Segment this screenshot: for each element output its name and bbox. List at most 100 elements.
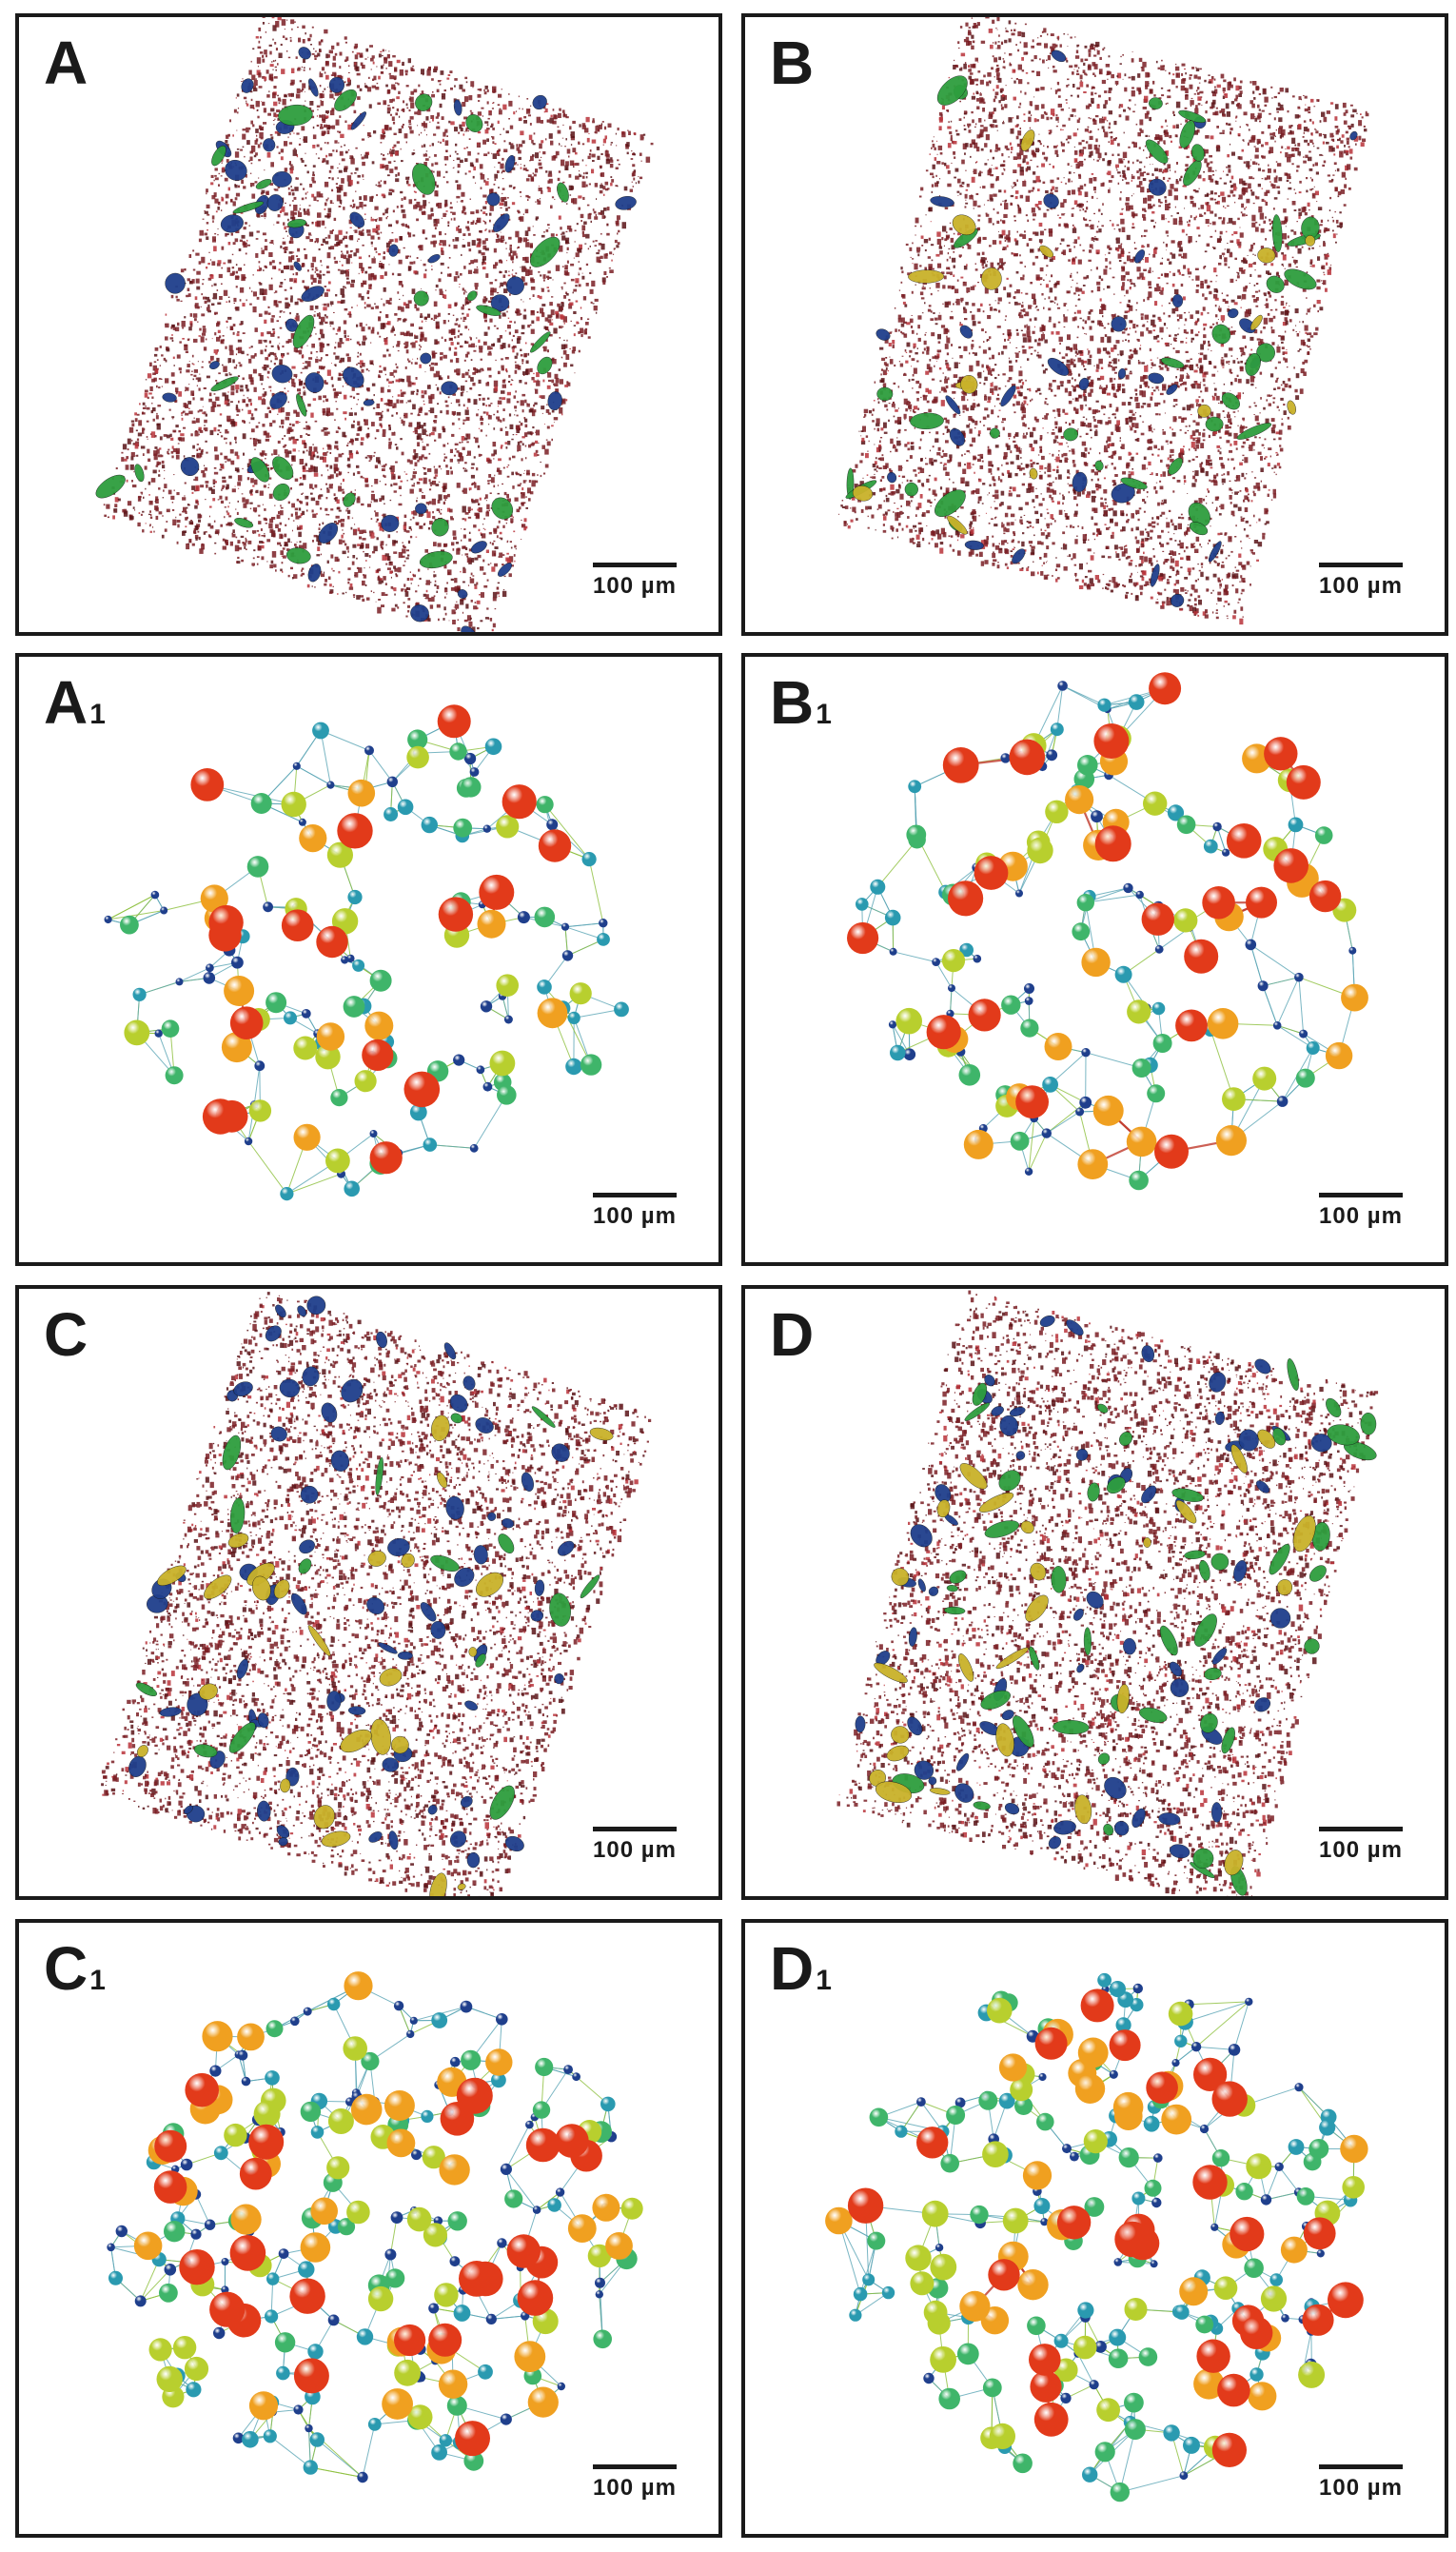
network-node bbox=[190, 2228, 202, 2240]
network-node bbox=[1167, 804, 1185, 821]
network-node bbox=[485, 2313, 497, 2324]
network-node bbox=[298, 2261, 315, 2278]
network-node bbox=[209, 2291, 246, 2327]
network-node bbox=[354, 1070, 377, 1093]
network-node bbox=[409, 1103, 427, 1121]
network-node bbox=[438, 897, 474, 932]
network-node bbox=[407, 729, 428, 750]
network-node bbox=[421, 816, 438, 834]
network-node bbox=[1294, 972, 1304, 982]
network-node bbox=[1144, 2179, 1162, 2197]
network-node bbox=[1124, 2419, 1146, 2441]
network-node bbox=[1129, 1170, 1149, 1191]
network-node bbox=[316, 925, 348, 959]
network-node bbox=[482, 824, 491, 833]
network-node bbox=[347, 779, 376, 807]
network-node bbox=[464, 752, 477, 765]
network-node bbox=[403, 1071, 441, 1108]
network-node bbox=[1010, 1131, 1030, 1151]
network-nodes bbox=[104, 704, 629, 1201]
panel-label-D1: D1 bbox=[770, 1938, 832, 1999]
network-node bbox=[847, 921, 879, 955]
network-node bbox=[537, 979, 552, 995]
network-node bbox=[593, 2329, 612, 2349]
network-node bbox=[1184, 939, 1219, 974]
network-node bbox=[154, 1029, 163, 1038]
network-node bbox=[532, 2101, 551, 2119]
network-node bbox=[982, 2141, 1009, 2167]
network-node bbox=[926, 1015, 961, 1050]
network-node bbox=[988, 2259, 1020, 2291]
network-node bbox=[1152, 1034, 1172, 1053]
network-node bbox=[1260, 2194, 1272, 2206]
network-node bbox=[390, 2211, 403, 2224]
panel-label-D: D bbox=[770, 1304, 816, 1365]
panel-label-B1: B1 bbox=[770, 672, 832, 733]
network-node bbox=[1193, 2368, 1225, 2400]
network-node bbox=[954, 2097, 966, 2108]
network-node bbox=[1295, 1068, 1315, 1088]
network-node bbox=[1024, 997, 1033, 1005]
network-node bbox=[184, 2356, 209, 2382]
network-node bbox=[423, 1138, 438, 1152]
network-node bbox=[108, 2270, 123, 2285]
network-node bbox=[164, 2264, 177, 2276]
network-node bbox=[330, 1089, 348, 1107]
network-node bbox=[250, 793, 272, 814]
network-node bbox=[1009, 739, 1046, 776]
network-node bbox=[409, 2016, 418, 2025]
network-node bbox=[884, 909, 901, 926]
network-node bbox=[1109, 1981, 1126, 1998]
network-node bbox=[1083, 2129, 1108, 2154]
network-node bbox=[906, 824, 927, 845]
network-node bbox=[989, 2423, 1015, 2449]
network-node bbox=[461, 777, 482, 798]
network-node bbox=[537, 998, 568, 1029]
network-render-D1 bbox=[825, 1972, 1368, 2503]
network-node bbox=[1027, 2316, 1046, 2336]
network-node bbox=[463, 2450, 484, 2471]
network-node bbox=[561, 950, 574, 961]
network-node bbox=[1094, 2341, 1107, 2353]
network-node bbox=[1149, 672, 1182, 705]
network-node bbox=[1161, 2104, 1192, 2135]
network-node bbox=[1246, 886, 1277, 919]
network-node bbox=[1056, 2206, 1092, 2240]
network-node bbox=[350, 2093, 383, 2126]
network-node bbox=[946, 2106, 966, 2125]
network-node bbox=[179, 2249, 215, 2285]
network-node bbox=[1118, 2147, 1139, 2168]
network-node bbox=[160, 906, 168, 915]
network-node bbox=[1072, 2335, 1097, 2360]
network-node bbox=[346, 2200, 370, 2225]
network-node bbox=[1173, 908, 1198, 933]
network-node bbox=[203, 972, 216, 984]
network-node bbox=[867, 2231, 886, 2250]
network-node bbox=[384, 2090, 415, 2121]
network-node bbox=[1131, 2191, 1146, 2206]
network-node bbox=[263, 901, 273, 913]
network-node bbox=[563, 2065, 573, 2074]
green-clusters bbox=[135, 1406, 600, 1820]
network-node bbox=[406, 2206, 432, 2232]
blue-clusters bbox=[162, 47, 637, 632]
network-node bbox=[1017, 2269, 1049, 2301]
network-node bbox=[298, 818, 306, 826]
network-node bbox=[1135, 890, 1144, 900]
network-node bbox=[1308, 880, 1342, 913]
network-node bbox=[597, 933, 610, 946]
network-node bbox=[525, 2127, 561, 2163]
network-node bbox=[186, 2382, 202, 2398]
network-node bbox=[1179, 2471, 1189, 2481]
network-node bbox=[889, 947, 897, 956]
network-node bbox=[1298, 2361, 1326, 2388]
network-node bbox=[159, 2283, 178, 2303]
network-node bbox=[154, 2129, 187, 2163]
network-node bbox=[1027, 837, 1053, 864]
network-node bbox=[1094, 825, 1131, 862]
network-node bbox=[1132, 1983, 1143, 1994]
network-node bbox=[237, 2023, 265, 2051]
network-node bbox=[982, 2378, 1002, 2398]
network-node bbox=[1163, 2424, 1180, 2442]
network-node bbox=[132, 987, 147, 1001]
